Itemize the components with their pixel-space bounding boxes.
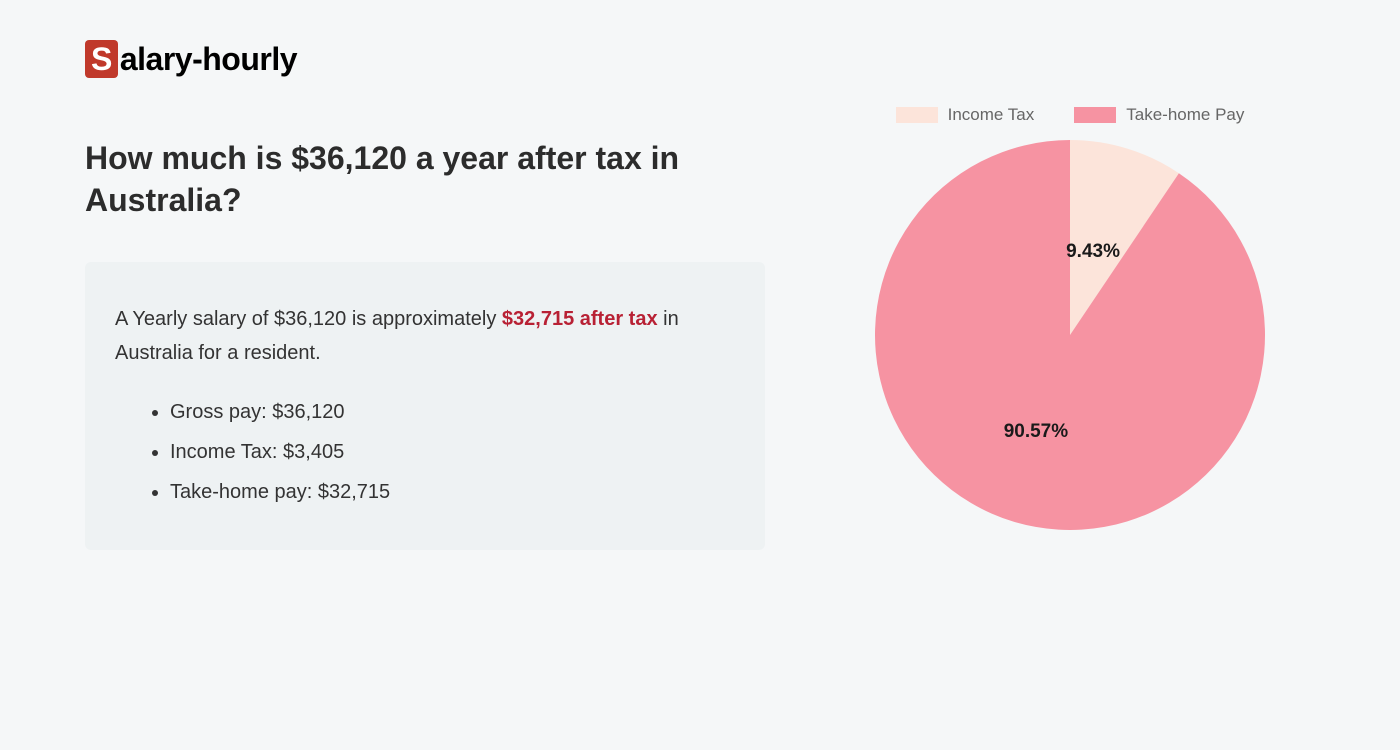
legend-label-takehome: Take-home Pay <box>1126 105 1244 125</box>
summary-text: A Yearly salary of $36,120 is approximat… <box>115 302 735 370</box>
left-column: Salary-hourly How much is $36,120 a year… <box>85 30 765 550</box>
pie-holder: 9.43% 90.57% <box>875 140 1265 530</box>
pie-label-income-tax: 9.43% <box>1066 241 1120 263</box>
legend-label-income-tax: Income Tax <box>948 105 1035 125</box>
legend-swatch-takehome <box>1074 107 1116 123</box>
summary-pre: A Yearly salary of $36,120 is approximat… <box>115 308 502 330</box>
chart-legend: Income Tax Take-home Pay <box>840 105 1300 125</box>
pie-label-takehome: 90.57% <box>1004 421 1068 443</box>
legend-item-income-tax: Income Tax <box>896 105 1035 125</box>
page-heading: How much is $36,120 a year after tax in … <box>85 138 765 221</box>
page-container: Salary-hourly How much is $36,120 a year… <box>0 0 1400 580</box>
brand-text: alary-hourly <box>120 41 297 78</box>
pie-chart: Income Tax Take-home Pay 9.43% 90.57% <box>840 105 1300 530</box>
pie-svg <box>875 140 1265 530</box>
brand-badge: S <box>85 40 118 78</box>
legend-swatch-income-tax <box>896 107 938 123</box>
bullet-takehome: Take-home pay: $32,715 <box>170 475 735 509</box>
legend-item-takehome: Take-home Pay <box>1074 105 1244 125</box>
bullet-tax: Income Tax: $3,405 <box>170 435 735 469</box>
summary-highlight: $32,715 after tax <box>502 308 658 330</box>
summary-bullets: Gross pay: $36,120 Income Tax: $3,405 Ta… <box>115 395 735 509</box>
summary-box: A Yearly salary of $36,120 is approximat… <box>85 262 765 550</box>
brand-logo: Salary-hourly <box>85 40 765 78</box>
right-column: Income Tax Take-home Pay 9.43% 90.57% <box>825 30 1315 550</box>
bullet-gross: Gross pay: $36,120 <box>170 395 735 429</box>
